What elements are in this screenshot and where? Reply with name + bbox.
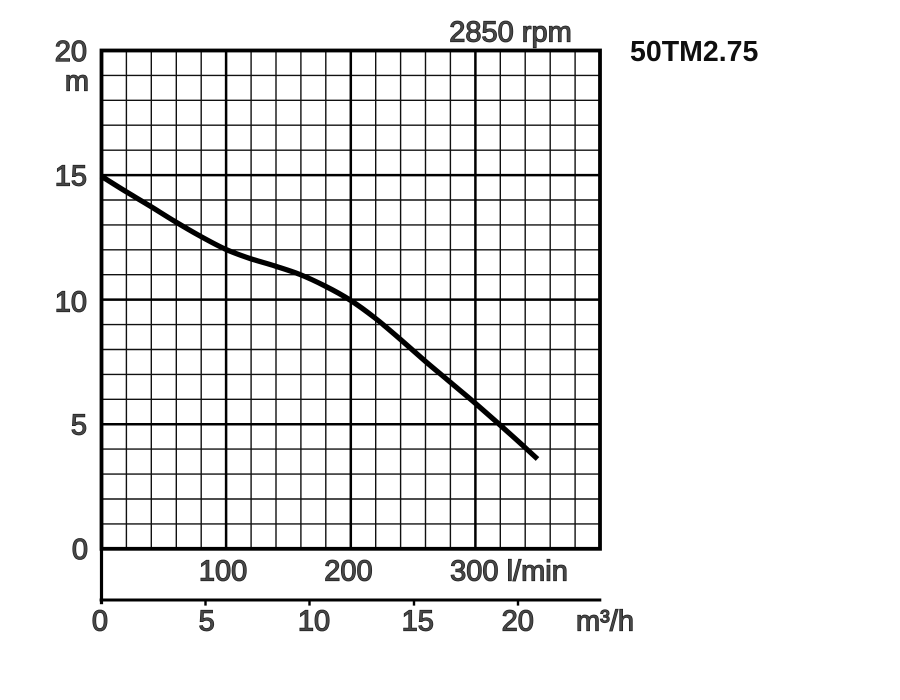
svg-text:5: 5	[199, 606, 215, 638]
svg-text:0: 0	[92, 606, 108, 638]
svg-text:10: 10	[298, 606, 330, 638]
svg-text:20: 20	[55, 36, 87, 68]
svg-text:0: 0	[72, 534, 88, 566]
svg-text:m: m	[65, 66, 89, 98]
svg-text:300 l/min: 300 l/min	[450, 556, 568, 588]
svg-text:200: 200	[324, 556, 372, 588]
svg-text:5: 5	[71, 410, 87, 442]
svg-text:2850 rpm: 2850 rpm	[449, 17, 572, 49]
svg-text:100: 100	[199, 556, 247, 588]
svg-text:20: 20	[502, 606, 534, 638]
svg-text:50TM2.75: 50TM2.75	[630, 36, 758, 68]
svg-text:10: 10	[55, 287, 87, 319]
svg-text:15: 15	[55, 161, 87, 193]
svg-text:15: 15	[402, 606, 434, 638]
svg-text:m³/h: m³/h	[576, 606, 634, 638]
